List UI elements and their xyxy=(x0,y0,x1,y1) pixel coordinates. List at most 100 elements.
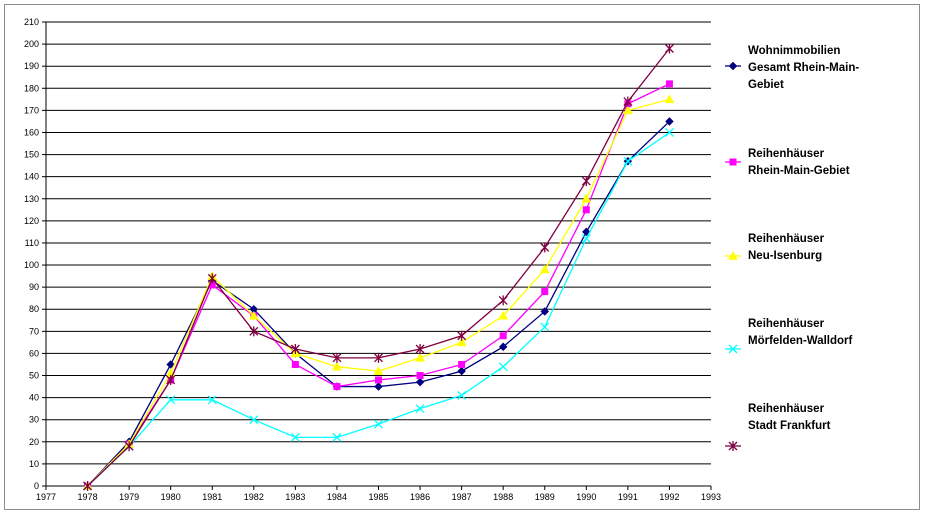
x-tick-label: 1983 xyxy=(285,492,305,502)
data-point xyxy=(332,361,342,371)
x-tick-label: 1993 xyxy=(701,492,721,502)
data-point xyxy=(622,105,633,115)
data-point xyxy=(539,264,550,274)
x-tick-label: 1980 xyxy=(161,492,181,502)
data-point xyxy=(375,376,382,384)
y-tick-label: 180 xyxy=(24,83,39,93)
x-tick-label: 1990 xyxy=(576,492,596,502)
legend-label: Gesamt Rhein-Main- xyxy=(748,62,859,74)
legend-item: Reihenhäuser Stadt Frankfurt xyxy=(725,403,831,451)
data-point xyxy=(581,234,591,243)
gridlines xyxy=(46,21,711,465)
legend-item: Reihenhäuser Mörfelden-Walldorf xyxy=(725,318,853,354)
data-point xyxy=(248,310,259,320)
data-point xyxy=(290,344,300,355)
x-tick-label: 1986 xyxy=(410,492,430,502)
y-tick-label: 170 xyxy=(24,105,39,115)
y-tick-label: 200 xyxy=(24,39,39,49)
data-point xyxy=(582,206,590,214)
marker-stroke xyxy=(249,415,259,425)
data-point xyxy=(416,372,424,380)
data-point xyxy=(581,227,591,237)
legend-swatch-marker xyxy=(728,250,738,260)
legend-item: Reihenhäuser Neu-Isenburg xyxy=(725,233,825,262)
marker-stroke xyxy=(166,395,176,405)
data-point xyxy=(623,156,633,166)
data-point xyxy=(291,360,299,368)
y-tick-label: 60 xyxy=(29,348,39,358)
x-tick-label: 1987 xyxy=(452,492,472,502)
data-point xyxy=(457,330,467,341)
legend-swatch-marker xyxy=(728,61,738,71)
y-tick-label: 20 xyxy=(29,437,39,447)
marker-stroke xyxy=(498,362,508,372)
x-tick-label: 1979 xyxy=(119,492,139,502)
y-tick-label: 70 xyxy=(29,326,39,336)
legend-label: Wohnimmobilien xyxy=(748,45,840,57)
data-point xyxy=(83,481,93,491)
legend: Wohnimmobilien Gesamt Rhein-Main- Gebiet Re… xyxy=(725,45,859,451)
y-tick-label: 210 xyxy=(24,17,39,27)
series-line xyxy=(87,98,670,487)
y-tick-label: 30 xyxy=(29,415,39,425)
x-tick-label: 1982 xyxy=(244,492,264,502)
data-point xyxy=(458,360,466,368)
data-point xyxy=(665,117,674,126)
x-tick-label: 1977 xyxy=(36,492,56,502)
marker-stroke xyxy=(457,390,467,400)
marker-stroke xyxy=(415,404,425,414)
series-5 xyxy=(83,43,674,491)
y-tick-label: 0 xyxy=(34,481,39,491)
data-point xyxy=(333,383,341,391)
legend-label: Neu-Isenburg xyxy=(748,250,822,262)
legend-swatch-marker xyxy=(729,158,737,166)
marker-stroke xyxy=(332,432,342,442)
x-tick-label: 1978 xyxy=(78,492,98,502)
y-tick-label: 160 xyxy=(24,127,39,137)
data-point xyxy=(665,80,673,88)
marker-stroke xyxy=(207,395,217,405)
data-point xyxy=(540,307,550,316)
data-point xyxy=(166,395,176,405)
legend-label: Gebiet xyxy=(748,79,784,91)
data-point xyxy=(207,395,217,405)
legend-label: Reihenhäuser xyxy=(748,148,825,160)
x-tick-label: 1981 xyxy=(202,492,222,502)
data-point xyxy=(623,96,633,107)
x-tick-label: 1989 xyxy=(535,492,555,502)
data-point xyxy=(332,352,342,363)
marker-stroke xyxy=(290,432,300,442)
series-3 xyxy=(82,94,675,490)
marker-stroke xyxy=(540,322,550,332)
data-point xyxy=(457,366,466,376)
data-point xyxy=(541,288,549,296)
data-point xyxy=(373,366,384,375)
y-tick-label: 40 xyxy=(29,393,39,403)
y-tick-label: 80 xyxy=(29,304,39,314)
data-point xyxy=(540,242,550,253)
marker-stroke xyxy=(728,344,738,354)
data-point xyxy=(664,128,674,137)
y-tick-label: 150 xyxy=(24,150,39,160)
data-point xyxy=(499,332,507,340)
data-point xyxy=(581,176,591,187)
data-point xyxy=(249,415,259,425)
data-point xyxy=(374,419,383,429)
y-tick-label: 190 xyxy=(24,61,39,71)
legend-label: Reihenhäuser xyxy=(748,403,825,415)
marker-stroke xyxy=(374,419,383,429)
y-tick-label: 140 xyxy=(24,172,39,182)
data-point xyxy=(498,310,509,320)
series-line xyxy=(87,83,670,487)
data-point xyxy=(374,352,383,363)
data-point xyxy=(208,281,216,289)
data-point xyxy=(415,344,425,355)
y-tick-label: 110 xyxy=(25,238,39,248)
y-tick-label: 130 xyxy=(24,194,39,204)
legend-swatch-marker xyxy=(728,344,738,354)
x-tick-label: 1988 xyxy=(493,492,513,502)
x-tick-label: 1984 xyxy=(327,492,347,502)
data-point xyxy=(498,362,508,372)
x-tick-label: 1992 xyxy=(659,492,679,502)
data-point xyxy=(498,295,508,306)
